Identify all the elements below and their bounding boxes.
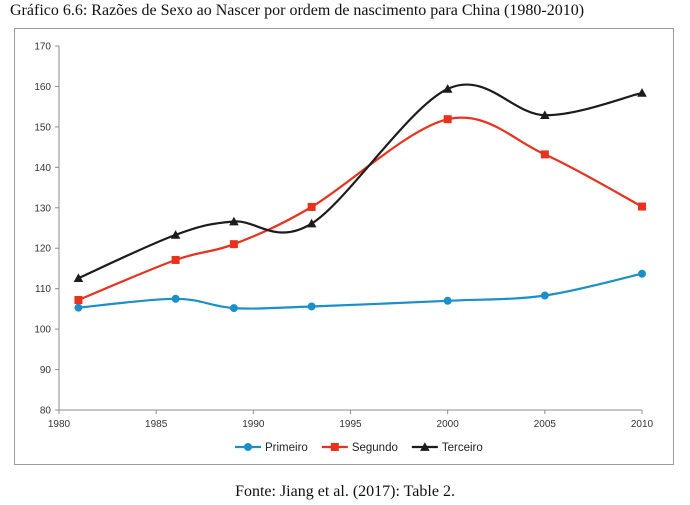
- series-primeiro: [74, 269, 646, 313]
- data-point-primeiro: [540, 291, 549, 300]
- data-point-segundo: [307, 202, 316, 211]
- series-segundo: [74, 115, 646, 304]
- chart-caption: Gráfico 6.6: Razões de Sexo ao Nascer po…: [10, 2, 585, 19]
- x-tick-label: 1980: [48, 419, 71, 430]
- data-point-terceiro: [540, 110, 550, 119]
- data-point-primeiro: [638, 269, 646, 278]
- data-point-primeiro: [74, 303, 83, 312]
- y-tick-label: 130: [34, 203, 51, 214]
- data-point-primeiro: [307, 302, 316, 311]
- x-tick-label: 2010: [631, 419, 654, 430]
- data-point-segundo: [540, 150, 549, 159]
- y-tick-label: 110: [35, 284, 51, 295]
- legend-marker-terceiro: [420, 442, 430, 451]
- data-point-primeiro: [443, 296, 452, 305]
- y-tick-label: 100: [34, 325, 51, 336]
- y-tick-label: 120: [34, 244, 51, 255]
- data-point-terceiro: [229, 216, 239, 226]
- x-tick-label: 1995: [339, 419, 362, 430]
- data-point-terceiro: [442, 84, 453, 93]
- chart-frame: 80 90 100 110 120 130 140 150 160 170 1980 1985 1990…: [14, 28, 674, 465]
- series-terceiro: [73, 83, 647, 282]
- data-point-segundo: [638, 202, 646, 211]
- data-point-segundo: [171, 255, 180, 264]
- chart-legend: Primeiro Segundo Terceiro: [235, 442, 483, 454]
- data-point-terceiro: [306, 218, 317, 228]
- data-point-segundo: [74, 295, 83, 304]
- data-point-segundo: [229, 240, 238, 249]
- series-line-primeiro: [78, 272, 643, 310]
- legend-marker-segundo: [330, 443, 339, 451]
- x-tick-label: 2005: [534, 419, 557, 430]
- data-point-terceiro: [637, 88, 647, 97]
- chart-source: Fonte: Jiang et al. (2017): Table 2.: [235, 483, 455, 500]
- y-tick-label: 160: [34, 82, 51, 93]
- chart-series: [73, 83, 647, 313]
- series-line-terceiro: [77, 83, 643, 280]
- series-line-segundo: [77, 116, 643, 302]
- data-point-primeiro: [229, 304, 238, 313]
- data-point-terceiro: [73, 273, 84, 282]
- legend-label-segundo: Segundo: [352, 442, 398, 454]
- data-point-segundo: [443, 115, 452, 124]
- chart-axes: 80 90 100 110 120 130 140 150 160 170 1980 1985 1990…: [34, 42, 653, 431]
- y-tick-label: 90: [40, 365, 52, 376]
- legend-label-terceiro: Terceiro: [442, 442, 483, 454]
- data-point-terceiro: [170, 230, 181, 239]
- y-tick-label: 140: [34, 163, 51, 174]
- x-tick-label: 1990: [242, 419, 265, 430]
- y-tick-label: 150: [34, 122, 51, 133]
- data-point-primeiro: [171, 294, 180, 303]
- legend-marker-primeiro: [244, 443, 252, 451]
- line-chart: 80 90 100 110 120 130 140 150 160 170 1980 1985 1990…: [34, 42, 653, 455]
- x-tick-label: 2000: [437, 419, 460, 430]
- x-tick-label: 1985: [145, 419, 168, 430]
- y-tick-label: 170: [34, 42, 51, 53]
- y-tick-label: 80: [40, 406, 52, 417]
- legend-label-primeiro: Primeiro: [265, 442, 308, 454]
